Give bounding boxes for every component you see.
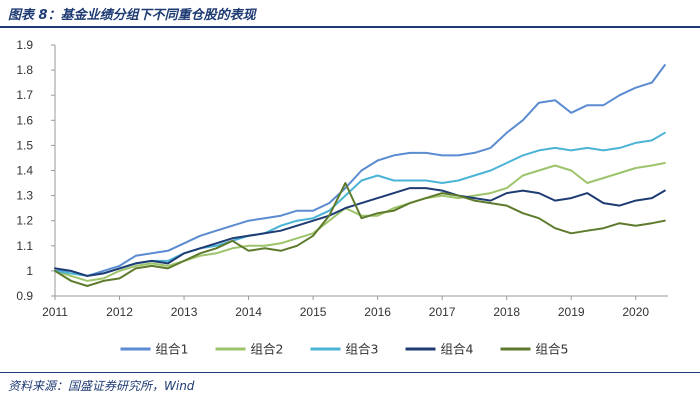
series-line-1	[54, 64, 666, 277]
x-tick-label: 2016	[364, 305, 391, 319]
legend-label: 组合4	[441, 342, 474, 357]
x-tick-label: 2018	[493, 305, 520, 319]
y-tick-label: 1.7	[16, 88, 33, 102]
x-tick-label: 2014	[235, 305, 262, 319]
legend-label: 组合2	[251, 342, 284, 357]
y-tick-label: 1.6	[16, 113, 33, 127]
header-rule	[0, 26, 700, 28]
y-tick-label: 1.2	[16, 214, 33, 228]
legend: 组合1 组合2 组合3 组合4 组合5	[120, 342, 569, 357]
series-line-4	[54, 187, 666, 277]
legend-item-1: 组合1	[120, 342, 189, 357]
series-line-2	[54, 162, 666, 282]
legend-item-4: 组合4	[405, 342, 474, 357]
legend-item-2: 组合2	[215, 342, 284, 357]
x-tick-label: 2011	[42, 305, 68, 319]
x-tick-label: 2012	[106, 305, 133, 319]
y-tick-label: 1.9	[16, 38, 33, 52]
legend-label: 组合5	[536, 342, 569, 357]
x-tick-label: 2019	[558, 305, 585, 319]
x-tick-label: 2013	[171, 305, 198, 319]
y-tick-label: 1	[26, 264, 33, 278]
y-tick-label: 1.3	[16, 189, 33, 203]
legend-label: 组合1	[156, 342, 189, 357]
y-tick-label: 1.1	[16, 239, 33, 253]
x-tick-label: 2015	[300, 305, 327, 319]
line-chart: 0.9 1 1.1 1.2 1.3 1.4 1.5 1.6 1.7 1.8 1.9 2011 2012…	[16, 38, 668, 357]
legend-item-3: 组合3	[310, 342, 379, 357]
y-tick-label: 1.4	[16, 164, 33, 178]
footer-rule	[0, 372, 700, 373]
x-tick-label: 2017	[429, 305, 456, 319]
series-line-5	[54, 182, 666, 287]
x-axis: 2011 2012 2013 2014 2015 2016 2017 2018 2019 2020	[42, 295, 668, 319]
legend-item-5: 组合5	[500, 342, 569, 357]
source-note: 资料来源：国盛证券研究所，Wind	[8, 379, 195, 393]
x-tick-label: 2020	[622, 305, 649, 319]
series-layer	[54, 64, 666, 287]
y-tick-label: 1.8	[16, 63, 33, 77]
legend-label: 组合3	[346, 342, 379, 357]
y-axis: 0.9 1 1.1 1.2 1.3 1.4 1.5 1.6 1.7 1.8 1.9	[16, 38, 56, 303]
y-tick-label: 0.9	[16, 289, 33, 303]
chart-title: 图表 8：基金业绩分组下不同重仓股的表现	[8, 8, 256, 23]
y-tick-label: 1.5	[16, 138, 33, 152]
